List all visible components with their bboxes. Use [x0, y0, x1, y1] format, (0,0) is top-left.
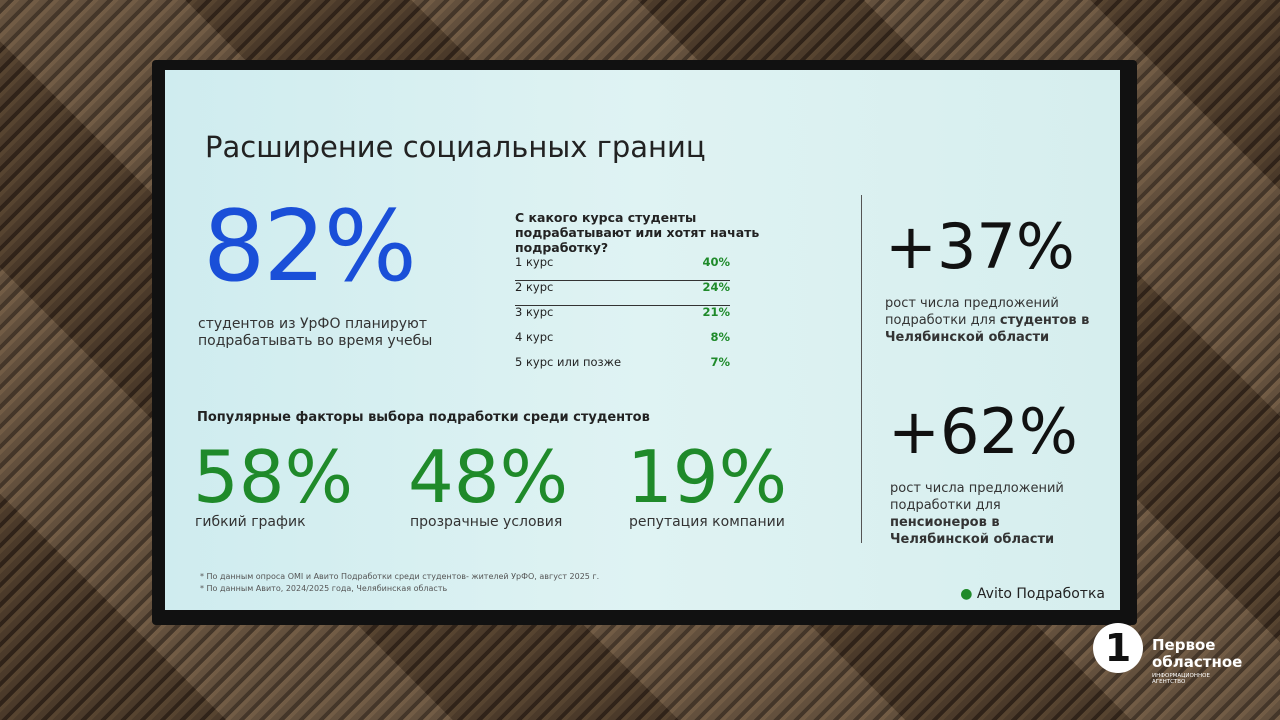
slide-title: Расширение социальных границ	[205, 130, 706, 164]
row-label: 5 курс или позже	[515, 355, 622, 369]
stat-caption: рост числа предложений подработки для пе…	[890, 480, 1095, 548]
brand: ● Avito Подработка	[960, 586, 1105, 602]
row-label: 2 курс	[515, 280, 554, 294]
factor-value: 19%	[627, 435, 788, 519]
stat-text: рост числа предложений подработки для	[885, 296, 1059, 328]
factors-title: Популярные факторы выбора подработки сре…	[197, 410, 650, 425]
stat-bold: пенсионеров в Челябинской области	[890, 515, 1055, 547]
row-value: 24%	[702, 280, 730, 294]
factor-label: гибкий график	[195, 514, 306, 530]
stat-caption: рост числа предложений подработки для ст…	[885, 295, 1090, 346]
survey-row: 5 курс или позже 7%	[515, 355, 730, 380]
factor-label: репутация компании	[629, 514, 785, 530]
stat-value: +37%	[885, 210, 1075, 283]
footnote: * По данным Авито, 2024/2025 года, Челяб…	[200, 584, 448, 593]
row-label: 3 курс	[515, 305, 554, 319]
stat-value: +62%	[888, 395, 1078, 468]
watermark-logo: 1	[1093, 623, 1143, 673]
row-label: 1 курс	[515, 255, 554, 269]
survey-row: 4 курс 8%	[515, 330, 730, 355]
factor-value: 48%	[408, 435, 569, 519]
watermark-subtitle: ИНФОРМАЦИОННОЕ АГЕНТСТВО	[1152, 673, 1210, 685]
stat-text: рост числа предложений подработки для	[890, 481, 1064, 513]
divider	[861, 195, 862, 543]
row-value: 8%	[710, 330, 730, 344]
factor-label: прозрачные условия	[410, 514, 563, 530]
row-label: 4 курс	[515, 330, 554, 344]
survey-row: 2 курс 24%	[515, 280, 730, 306]
hero-caption: студентов из УрФО планируют подрабатыват…	[198, 316, 433, 349]
row-value: 21%	[702, 305, 730, 319]
survey-question: С какого курса студенты подрабатывают ил…	[515, 210, 760, 255]
brand-product: Подработка	[1016, 586, 1105, 602]
hero-value: 82%	[203, 190, 417, 304]
survey-row: 1 курс 40%	[515, 255, 730, 281]
row-value: 40%	[702, 255, 730, 269]
stat-bold: студентов в Челябинской области	[885, 313, 1090, 345]
slide: Расширение социальных границ 82% студент…	[165, 70, 1120, 610]
brand-name: Avito	[976, 586, 1012, 602]
footnote: * По данным опроса OMI и Авито Подработк…	[200, 572, 600, 581]
row-value: 7%	[710, 355, 730, 369]
watermark-name: Первое областное	[1152, 636, 1243, 671]
factor-value: 58%	[193, 435, 354, 519]
survey-row: 3 курс 21%	[515, 305, 730, 330]
